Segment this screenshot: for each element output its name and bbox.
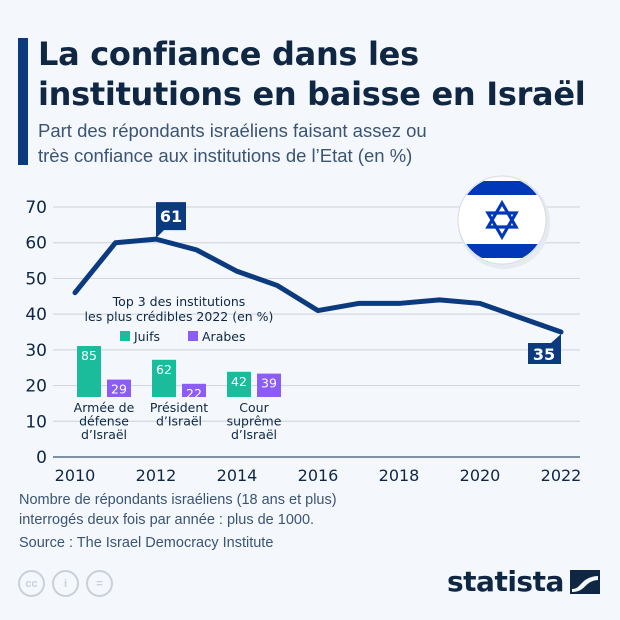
bar-juifs xyxy=(152,359,176,397)
category-label: Armée de xyxy=(74,400,135,415)
bar-value-label: 85 xyxy=(81,348,97,363)
bar-value-label: 62 xyxy=(156,362,172,377)
y-tick-label: 30 xyxy=(25,341,47,361)
legend-label: Juifs xyxy=(133,329,160,344)
x-tick-label: 2014 xyxy=(217,466,258,485)
bar-value-label: 29 xyxy=(111,382,127,397)
bar-arabes xyxy=(257,373,281,397)
callout-box xyxy=(528,334,561,364)
statista-logo-mark-icon xyxy=(569,569,600,594)
x-axis-ticks: 2010 2012 2014 2016 2018 2020 2022 xyxy=(55,466,582,485)
x-tick-label: 2020 xyxy=(460,466,501,485)
y-tick-label: 10 xyxy=(25,412,47,432)
x-tick-label: 2016 xyxy=(298,466,339,485)
category-label: suprême xyxy=(227,414,282,429)
x-tick-label: 2012 xyxy=(136,466,177,485)
subtitle-line-2: très confiance aux institutions de l’Eta… xyxy=(38,145,413,166)
callouts: 61 35 xyxy=(156,202,561,364)
chart-subtitle: Part des répondants israéliens faisant a… xyxy=(38,118,598,168)
footnote: Nombre de répondants israéliens (18 ans … xyxy=(19,490,439,530)
inset-title-line: Top 3 des institutions xyxy=(112,294,246,309)
y-tick-label: 20 xyxy=(25,377,47,397)
confidence-line xyxy=(72,236,564,335)
license-icons: cc i = xyxy=(18,570,113,597)
statista-logo[interactable]: statista xyxy=(447,565,600,598)
callout-label: 61 xyxy=(160,207,182,226)
cc-icon[interactable]: cc xyxy=(18,570,45,597)
footnote-line-2: interrogés deux fois par année : plus de… xyxy=(19,512,315,528)
x-tick-label: 2018 xyxy=(379,466,420,485)
callout-box xyxy=(156,202,186,239)
source-text: Source : The Israel Democracy Institute xyxy=(19,535,274,551)
title-line-2: institutions en baisse en Israël xyxy=(38,75,586,113)
title-line-1: La confiance dans les xyxy=(38,35,419,73)
y-tick-label: 40 xyxy=(25,305,47,325)
category-label: défense xyxy=(79,414,129,429)
legend-swatch-juifs xyxy=(120,331,130,341)
bar-arabes xyxy=(107,379,131,397)
category-label: d’Israël xyxy=(81,427,127,442)
category-label: d’Israël xyxy=(231,427,277,442)
x-tick-label: 2010 xyxy=(55,466,96,485)
bar-juifs xyxy=(227,371,251,397)
category-label: d’Israël xyxy=(156,414,202,429)
y-tick-label: 0 xyxy=(36,448,47,468)
y-axis-ticks: 0 10 20 30 40 50 60 70 xyxy=(25,198,47,468)
no-derivatives-icon[interactable]: = xyxy=(86,570,113,597)
y-tick-label: 50 xyxy=(25,269,47,289)
bar-juifs xyxy=(77,346,101,397)
legend-swatch-arabes xyxy=(188,331,198,341)
y-tick-label: 60 xyxy=(25,234,47,254)
bar-value-label: 22 xyxy=(186,386,202,401)
bar-arabes xyxy=(182,383,206,397)
bar-value-label: 39 xyxy=(261,376,277,391)
category-label: Cour xyxy=(239,400,269,415)
title-accent-bar xyxy=(18,38,28,165)
category-label: Président xyxy=(150,400,208,415)
statista-logo-text: statista xyxy=(447,565,564,598)
subtitle-line-1: Part des répondants israéliens faisant a… xyxy=(38,120,427,141)
chart-title: La confiance dans les institutions en ba… xyxy=(38,34,608,114)
inset-title-line: les plus crédibles 2022 (en %) xyxy=(85,309,274,324)
callout-label: 35 xyxy=(533,345,555,364)
attribution-icon[interactable]: i xyxy=(52,570,79,597)
y-tick-label: 70 xyxy=(25,198,47,218)
israel-flag-icon xyxy=(457,175,550,269)
x-tick-label: 2022 xyxy=(541,466,582,485)
legend-label: Arabes xyxy=(202,329,246,344)
footnote-line-1: Nombre de répondants israéliens (18 ans … xyxy=(19,492,337,508)
bar-value-label: 42 xyxy=(231,374,247,389)
